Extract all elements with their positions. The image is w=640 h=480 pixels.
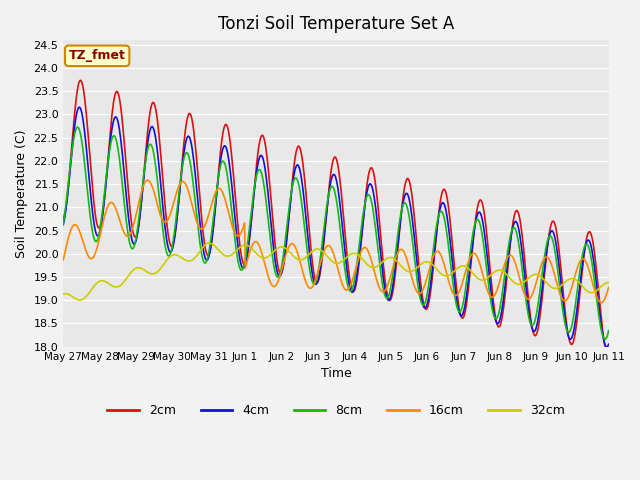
Text: TZ_fmet: TZ_fmet bbox=[68, 49, 125, 62]
Y-axis label: Soil Temperature (C): Soil Temperature (C) bbox=[15, 129, 28, 258]
Legend: 2cm, 4cm, 8cm, 16cm, 32cm: 2cm, 4cm, 8cm, 16cm, 32cm bbox=[102, 399, 570, 422]
Title: Tonzi Soil Temperature Set A: Tonzi Soil Temperature Set A bbox=[218, 15, 454, 33]
X-axis label: Time: Time bbox=[321, 367, 351, 380]
